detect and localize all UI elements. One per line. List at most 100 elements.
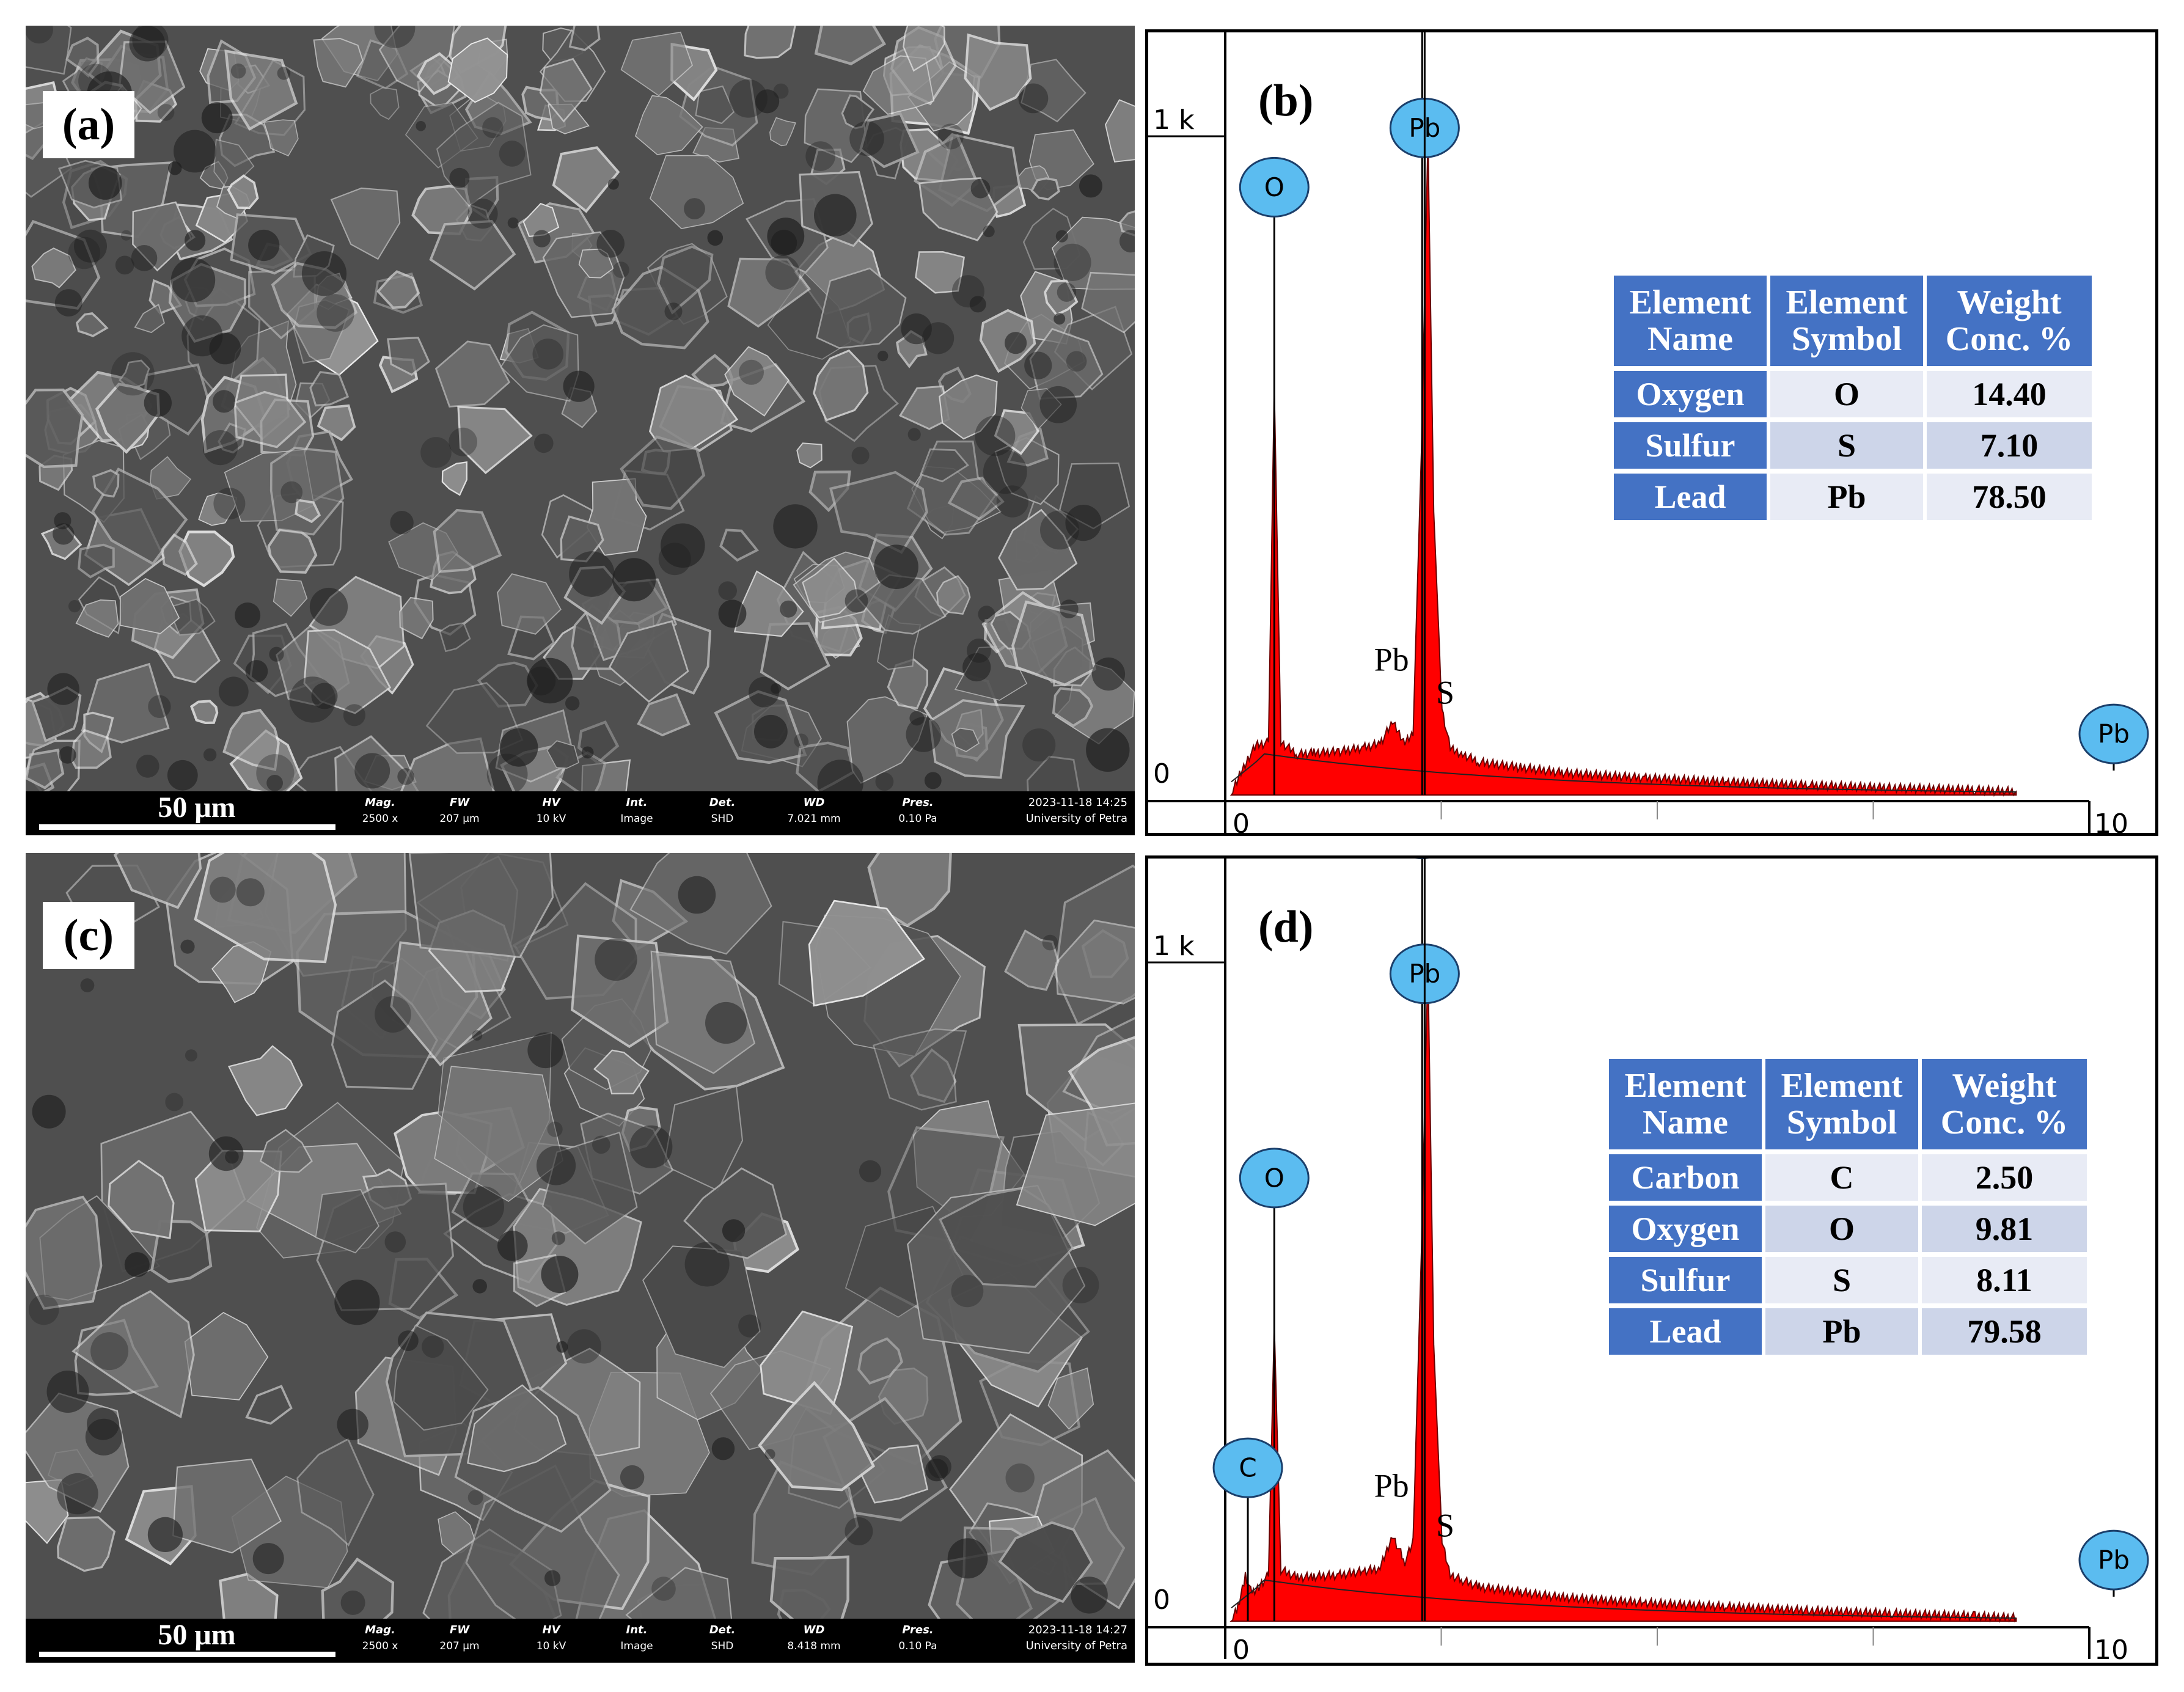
sem-shadow [969, 296, 986, 313]
sem-shadow [532, 339, 564, 370]
sem-grain [898, 385, 950, 430]
sem-grain [814, 26, 887, 65]
sem-shadow [317, 294, 354, 332]
sem-shadow [711, 1437, 735, 1460]
sem-shadow [499, 141, 526, 167]
sem-shadow [962, 653, 991, 682]
weight-conc-cell: 9.81 [1922, 1206, 2087, 1252]
sem-grain [416, 52, 461, 95]
sem-grain [568, 26, 601, 51]
sem-shadow [566, 1329, 602, 1364]
scalebar-a [39, 824, 335, 830]
sem-shadow [144, 389, 172, 417]
sem-meta-key: Pres. [902, 796, 934, 809]
sem-shadow [878, 350, 889, 362]
sem-grain [399, 596, 434, 640]
sem-shadow [651, 1577, 676, 1601]
sem-grain [172, 1459, 282, 1554]
sem-shadow [907, 428, 921, 441]
sem-image-c: (c) 50 μm Mag. 2500 x FW 207 μm HV 10 kV Int. I… [26, 853, 1135, 1663]
sem-shadow [541, 1256, 579, 1294]
sem-shadow [978, 606, 995, 623]
sem-shadow [203, 748, 217, 762]
sem-meta-key: Mag. [365, 1624, 395, 1636]
y-tick-label-top: 1 k [1153, 104, 1195, 136]
sem-shadow [236, 878, 265, 907]
sem-grain [1047, 1367, 1094, 1430]
sem-grain [998, 508, 1078, 591]
sem-shadow [115, 255, 134, 275]
sem-grain [273, 578, 308, 617]
sem-grain [57, 1516, 116, 1572]
sem-timestamp-c: 2023-11-18 14:27 [1028, 1624, 1127, 1636]
sem-shadow [947, 1538, 988, 1579]
element-symbol-cell: Pb [1770, 474, 1923, 520]
sem-shadow [507, 217, 519, 229]
sem-shadow [497, 1231, 528, 1261]
sem-meta-key: HV [542, 1624, 560, 1636]
peak-label: Pb [1374, 642, 1409, 678]
sem-shadow [664, 302, 683, 321]
sem-meta-c-1: FW 207 μm [423, 1622, 496, 1654]
x-tick-label-zero: 0 [1233, 808, 1250, 833]
sem-grain [95, 383, 161, 454]
sem-shadow [527, 1032, 563, 1069]
sem-meta-c-3: Int. Image [600, 1622, 673, 1654]
sem-grain [387, 336, 430, 376]
sem-grain [903, 26, 945, 72]
sem-shadow [225, 1149, 239, 1164]
sem-grain [118, 40, 186, 114]
sem-grain [620, 31, 693, 97]
sem-shadow [1039, 386, 1077, 423]
sem-grain [887, 658, 929, 709]
sem-grain [539, 57, 593, 123]
sem-grain [222, 708, 280, 771]
sem-shadow [1005, 1463, 1035, 1493]
sem-shadow [661, 523, 705, 568]
sem-grain [259, 1129, 313, 1173]
sem-grain [447, 37, 508, 103]
sem-shadow [397, 768, 414, 785]
sem-shadow [1079, 174, 1102, 198]
sem-shadow [449, 427, 477, 456]
sem-shadow [773, 504, 818, 549]
x-tick-label-max: 10 [2094, 808, 2128, 833]
sem-timestamp-a: 2023-11-18 14:25 [1028, 796, 1127, 809]
sem-shadow [754, 714, 788, 749]
sem-shadow [534, 433, 554, 453]
sem-shadow [1065, 505, 1102, 541]
sem-shadow [416, 121, 426, 131]
sem-grain [857, 1337, 903, 1385]
sem-meta-a-1: FW 207 μm [423, 795, 496, 827]
sem-shadow [1024, 351, 1052, 379]
sem-meta-value: 207 μm [439, 813, 480, 825]
table-header-1: Element Symbol [1770, 276, 1923, 366]
sem-meta-key: Pres. [902, 1624, 934, 1636]
sem-grain [593, 1049, 650, 1095]
panel-label-a: (a) [43, 91, 134, 158]
sem-grain [727, 257, 811, 328]
sem-shadow [74, 229, 107, 263]
sem-meta-value: 0.10 Pa [898, 813, 937, 825]
sem-meta-key: FW [449, 796, 470, 809]
weight-conc-cell: 2.50 [1922, 1154, 2087, 1201]
sem-shadow [983, 450, 1027, 494]
sem-shadow [157, 104, 175, 121]
sem-institution-a: University of Petra [1025, 812, 1127, 825]
sem-grain [846, 696, 928, 784]
sem-shadow [398, 1330, 419, 1351]
spectrum-area [1229, 136, 2017, 797]
sem-meta-key: WD [803, 796, 825, 809]
sem-grain [119, 359, 150, 390]
sem-grain [998, 1521, 1093, 1603]
sem-grain [1119, 210, 1135, 236]
sem-shadow [849, 121, 884, 156]
sem-shadow [1055, 230, 1068, 243]
sem-shadow [449, 167, 470, 188]
sem-texture-a [26, 26, 1135, 835]
sem-shadow [209, 876, 236, 903]
sem-shadow [544, 1570, 561, 1586]
sem-shadow [472, 1279, 487, 1294]
sem-shadow [90, 1332, 129, 1371]
sem-institution-c: University of Petra [1025, 1639, 1127, 1652]
